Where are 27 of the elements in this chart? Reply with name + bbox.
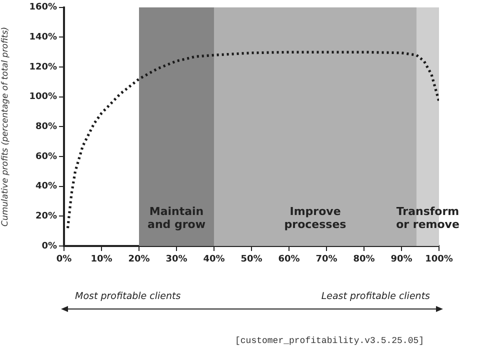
- y-tick-label: 100%: [29, 92, 57, 102]
- y-tick-label: 120%: [29, 62, 57, 72]
- x-tick-label: 60%: [278, 254, 300, 265]
- x-tick-label: 100%: [425, 254, 453, 265]
- x-tick-label: 70%: [316, 254, 338, 265]
- text: [customer_profitability.v3.5.25.05]: [235, 336, 424, 346]
- y-tick-label: 80%: [35, 122, 57, 132]
- y-tick-label: 0%: [42, 241, 57, 252]
- y-tick-label: 20%: [35, 212, 57, 222]
- y-axis-title: Cumulative profits (percentage of total profits): [0, 26, 10, 226]
- x-tick-label: 90%: [390, 254, 412, 265]
- x-tick-label: 80%: [353, 254, 375, 265]
- y-tick-label: 140%: [29, 32, 57, 43]
- y-tick-label: 40%: [35, 182, 57, 192]
- x-tick-label: 30%: [166, 254, 188, 265]
- x-tick-label: 50%: [240, 254, 262, 265]
- text: Most profitable clients: [75, 291, 181, 302]
- text: Least profitable clients: [321, 291, 430, 302]
- y-tick-label: 160%: [29, 2, 57, 13]
- band-label: Maintain and grow: [148, 204, 206, 231]
- band-label: Improve processes: [284, 204, 347, 231]
- y-tick-label: 60%: [35, 152, 57, 162]
- x-tick-label: 40%: [203, 254, 225, 265]
- band-label: Transform or remove: [396, 204, 460, 231]
- x-tick-label: 10%: [90, 254, 112, 265]
- x-tick-label: 0%: [56, 254, 72, 265]
- x-tick-label: 20%: [128, 254, 150, 265]
